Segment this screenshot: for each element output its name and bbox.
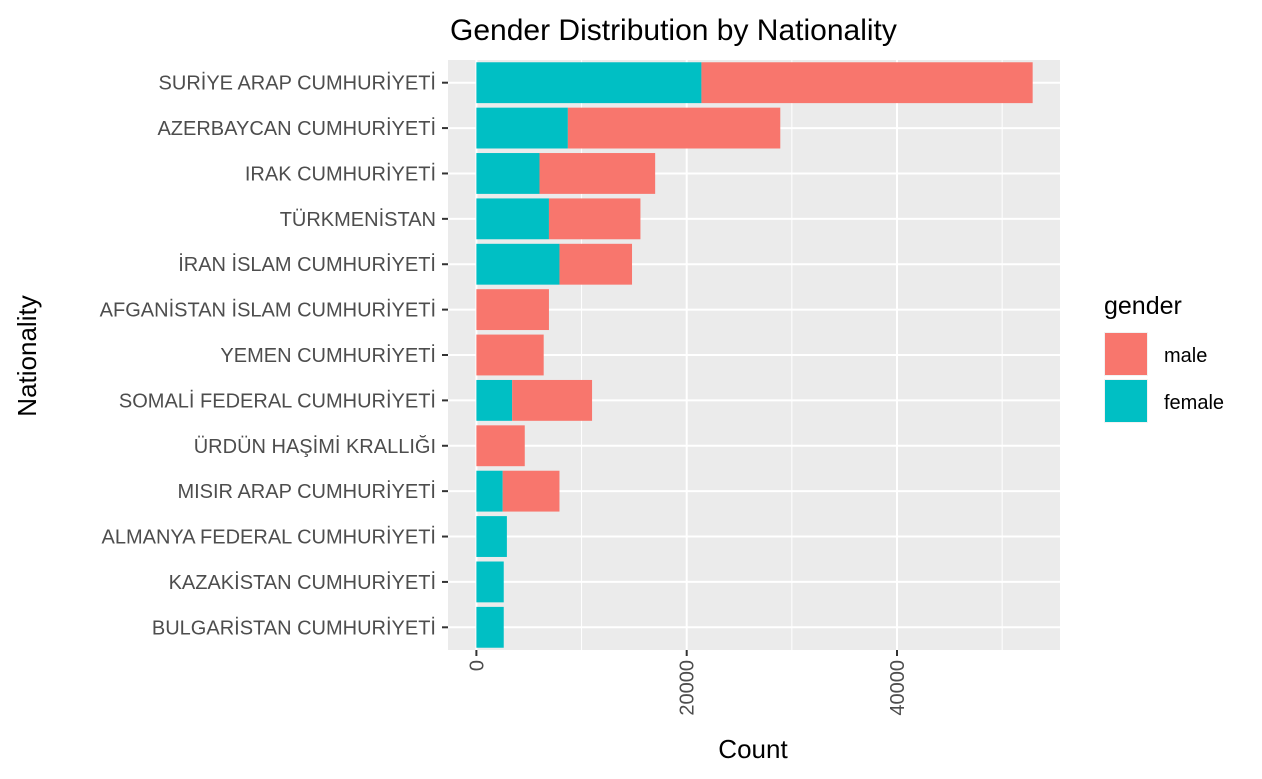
bar-female xyxy=(476,107,568,149)
y-tick-label: AZERBAYCAN CUMHURİYETİ xyxy=(157,117,436,140)
legend-swatch-male xyxy=(1105,333,1147,375)
bar-male xyxy=(476,334,544,376)
y-tick-label: KAZAKİSTAN CUMHURİYETİ xyxy=(169,571,436,594)
legend-label-female: female xyxy=(1164,392,1224,414)
bar-female xyxy=(476,561,504,603)
bar-male xyxy=(548,198,641,240)
bar-male xyxy=(512,379,593,421)
bar-male xyxy=(567,107,781,149)
x-tick-label: 40000 xyxy=(887,660,909,716)
bar-female xyxy=(476,153,540,194)
y-tick-label: SOMALİ FEDERAL CUMHURİYETİ xyxy=(119,389,436,412)
bar-male xyxy=(502,470,560,512)
bar-female xyxy=(476,243,560,285)
x-tick-label: 20000 xyxy=(677,660,699,716)
bar-female xyxy=(476,379,513,421)
bar-male xyxy=(476,425,525,467)
bar-male xyxy=(559,243,633,285)
x-axis-title: Count xyxy=(718,734,788,764)
y-tick-label: ALMANYA FEDERAL CUMHURİYETİ xyxy=(101,526,436,549)
y-tick-label: ÜRDÜN HAŞİMİ KRALLIĞI xyxy=(194,435,436,458)
bar-female xyxy=(476,606,504,648)
legend-title: gender xyxy=(1104,292,1182,320)
legend-swatch-female xyxy=(1105,380,1147,422)
bar-female xyxy=(476,198,549,240)
y-tick-label: AFGANİSTAN İSLAM CUMHURİYETİ xyxy=(100,299,436,322)
x-axis: 0 20000 40000 xyxy=(466,650,909,716)
y-axis-title: Nationality xyxy=(12,295,42,416)
y-axis: SURİYE ARAP CUMHURİYETİ AZERBAYCAN CUMHUR… xyxy=(100,72,448,639)
bars xyxy=(476,62,1033,648)
y-tick-label: TÜRKMENİSTAN xyxy=(280,208,436,231)
y-tick-label: BULGARİSTAN CUMHURİYETİ xyxy=(152,616,436,639)
bar-female xyxy=(476,62,702,104)
legend: gender male female xyxy=(1104,292,1224,423)
bar-male xyxy=(701,62,1033,104)
y-tick-label: YEMEN CUMHURİYETİ xyxy=(220,344,436,367)
bar-female xyxy=(476,516,507,557)
legend-label-male: male xyxy=(1164,345,1207,367)
y-tick-label: IRAK CUMHURİYETİ xyxy=(245,162,436,185)
x-tick-label: 0 xyxy=(466,660,488,671)
bar-male xyxy=(539,153,656,194)
chart-title: Gender Distribution by Nationality xyxy=(450,14,897,47)
bar-female xyxy=(476,470,503,512)
y-tick-label: MISIR ARAP CUMHURİYETİ xyxy=(177,480,436,503)
y-tick-label: İRAN İSLAM CUMHURİYETİ xyxy=(178,253,436,276)
y-tick-label: SURİYE ARAP CUMHURİYETİ xyxy=(159,72,436,95)
bar-male xyxy=(476,289,549,331)
